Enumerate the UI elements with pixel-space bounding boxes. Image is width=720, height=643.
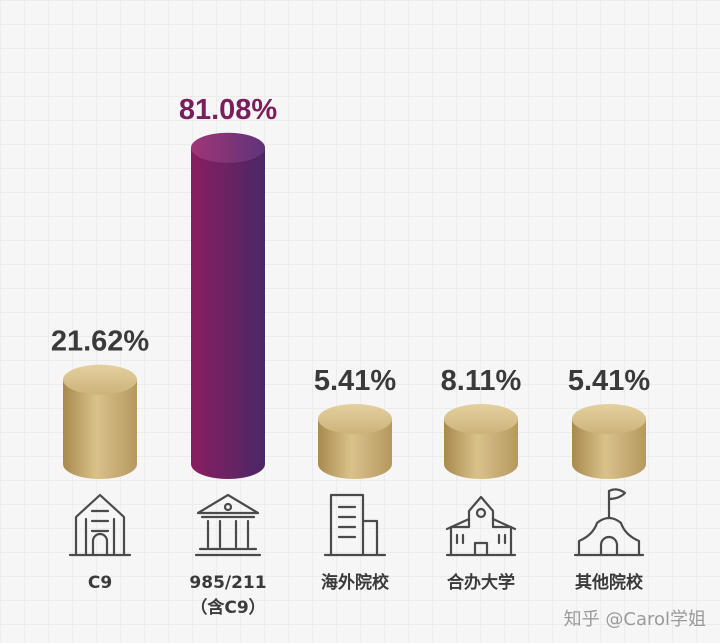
flag-tent-icon <box>573 488 645 557</box>
watermark: 知乎 @Carol学姐 <box>563 609 706 630</box>
value-label: 5.41% <box>314 365 396 397</box>
bar-5 <box>572 404 646 479</box>
category-label: 海外院校 <box>321 572 390 593</box>
bar-4 <box>444 404 518 479</box>
value-label: 81.08% <box>179 94 278 126</box>
bar-top <box>191 132 265 163</box>
school-icon <box>445 495 517 557</box>
bar-body <box>318 419 392 479</box>
category-label: 其他院校 <box>575 572 644 593</box>
value-label: 21.62% <box>51 326 150 358</box>
category-label: （含C9） <box>190 597 265 618</box>
bar-body <box>191 147 265 479</box>
bar-body <box>63 379 137 479</box>
bar-top <box>572 404 646 434</box>
bar-body <box>572 419 646 479</box>
bar-top <box>63 364 137 395</box>
university-icon <box>194 493 262 557</box>
value-label: 8.11% <box>441 365 522 397</box>
bar-top <box>444 404 518 434</box>
bar-2 <box>191 132 265 479</box>
bar-3 <box>318 404 392 479</box>
value-label: 5.41% <box>568 365 650 397</box>
bar-body <box>444 419 518 479</box>
category-label: C9 <box>88 573 112 593</box>
bar-top <box>318 404 392 434</box>
category-label: 合办大学 <box>447 572 515 593</box>
office-building-icon <box>68 493 132 557</box>
bar-1 <box>63 364 137 479</box>
category-label: 985/211 <box>189 573 266 593</box>
office-tower-icon <box>323 493 387 557</box>
